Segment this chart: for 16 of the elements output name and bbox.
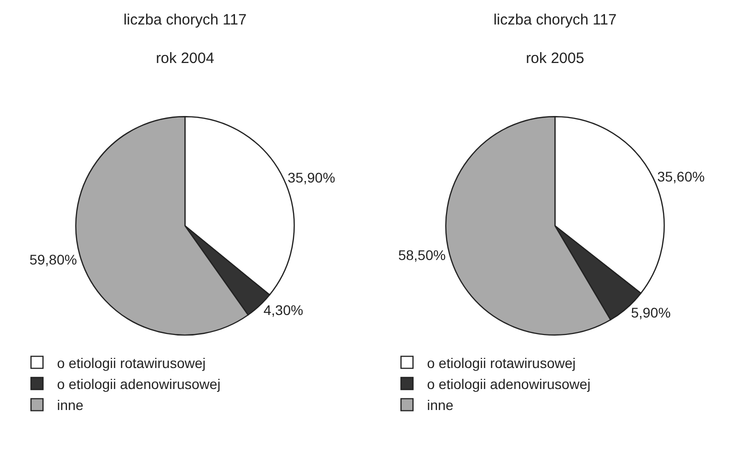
legend-label: inne bbox=[427, 397, 454, 414]
data-label: 58,50% bbox=[398, 247, 446, 264]
legend-label: inne bbox=[57, 397, 84, 414]
chart-subtitle: rok 2005 bbox=[526, 50, 584, 67]
legend-label: o etiologii adenowirusowej bbox=[57, 376, 220, 392]
data-label: 5,90% bbox=[630, 304, 671, 320]
chart-title: liczba chorych 117 bbox=[493, 11, 617, 28]
chart-title: liczba chorych 117 bbox=[123, 11, 247, 28]
legend-label: o etiologii rotawirusowej bbox=[57, 354, 206, 371]
data-label: 59,80% bbox=[29, 252, 77, 268]
legend-label: o etiologii adenowirusowej bbox=[427, 376, 590, 392]
data-label: 35,60% bbox=[657, 168, 705, 185]
data-label: 4,30% bbox=[264, 302, 304, 318]
chart-subtitle: rok 2004 bbox=[156, 50, 214, 67]
data-label: 35,90% bbox=[288, 170, 336, 186]
legend-label: o etiologii rotawirusowej bbox=[427, 354, 576, 371]
